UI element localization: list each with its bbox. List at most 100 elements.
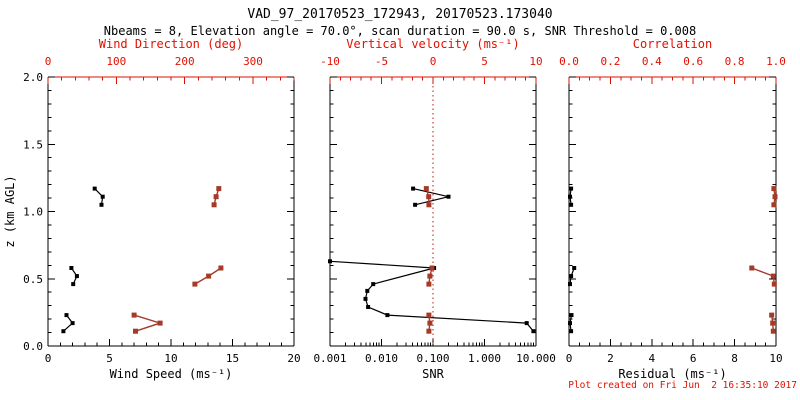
wind-x-tick-label: 15 xyxy=(226,352,239,365)
panel-wind: 0 5 10 15 20 Wind Speed (ms⁻¹) 0 100 200 300 Wind … xyxy=(23,37,301,381)
residual-top-tick-label: 0.2 xyxy=(600,55,620,68)
residual-marker xyxy=(569,313,574,318)
snr-profile-marker xyxy=(413,202,418,207)
correlation-series xyxy=(749,186,778,334)
snr-profile-marker xyxy=(446,194,451,199)
wind-direction-marker xyxy=(133,328,138,334)
wind-x-tick-label: 20 xyxy=(287,352,300,365)
residual-x-tick-label: 6 xyxy=(690,352,697,365)
snr-bottom-axis-title: SNR xyxy=(422,367,444,381)
residual-marker xyxy=(569,186,574,191)
vertical-velocity-marker xyxy=(426,202,432,208)
snr-x-tick-label: 0.001 xyxy=(313,352,346,365)
residual-series xyxy=(568,186,577,334)
wind-speed-marker xyxy=(74,274,79,279)
panel-snr: 0.001 0.010 0.100 1.000 10.000 SNR -10 -5 0 5 10 Ve… xyxy=(313,37,555,381)
z-tick-label: 1.0 xyxy=(23,206,43,219)
wind-direction-series xyxy=(131,186,224,334)
vertical-velocity-marker xyxy=(423,186,429,192)
wind-top-tick-label: 0 xyxy=(45,55,52,68)
plot-title: VAD_97_20170523_172943, 20170523.173040 xyxy=(247,7,553,22)
correlation-marker xyxy=(771,202,777,208)
vertical-velocity-series xyxy=(423,186,435,334)
snr-profile-marker xyxy=(385,313,390,318)
residual-x-tick-label: 10 xyxy=(769,352,782,365)
snr-x-tick-label: 10.000 xyxy=(516,352,556,365)
snr-profile-marker xyxy=(524,321,529,326)
snr-x-tick-label: 0.010 xyxy=(365,352,398,365)
wind-direction-marker xyxy=(157,320,163,326)
residual-top-tick-label: 0.4 xyxy=(642,55,662,68)
wind-speed-marker xyxy=(99,202,104,207)
wind-speed-marker xyxy=(70,321,75,326)
wind-speed-marker xyxy=(69,266,74,270)
residual-x-tick-label: 2 xyxy=(607,352,614,365)
residual-x-tick-label: 4 xyxy=(648,352,655,365)
wind-direction-marker xyxy=(213,194,219,200)
z-tick-label: 0.0 xyxy=(23,340,43,353)
residual-marker xyxy=(568,321,572,326)
snr-top-tick-label: -10 xyxy=(320,55,340,68)
snr-top-tick-label: 0 xyxy=(430,55,437,68)
snr-x-tick-label: 0.100 xyxy=(416,352,449,365)
wind-speed-marker xyxy=(61,329,66,334)
wind-x-tick-label: 10 xyxy=(164,352,177,365)
snr-profile-marker xyxy=(365,288,370,293)
wind-direction-marker xyxy=(216,186,222,192)
snr-x-tick-label: 1.000 xyxy=(468,352,501,365)
residual-top-tick-label: 0.0 xyxy=(559,55,579,68)
snr-profile-marker xyxy=(411,186,416,191)
wind-direction-marker xyxy=(211,202,217,208)
wind-top-tick-label: 200 xyxy=(175,55,195,68)
residual-bottom-axis-title: Residual (ms⁻¹) xyxy=(618,367,726,381)
residual-top-tick-label: 1.0 xyxy=(766,55,786,68)
snr-profile-marker xyxy=(328,259,332,264)
snr-profile-marker xyxy=(531,329,536,334)
correlation-marker xyxy=(770,273,776,279)
wind-direction-marker xyxy=(131,312,137,318)
correlation-marker xyxy=(770,320,776,326)
residual-marker xyxy=(569,202,574,207)
snr-profile-marker xyxy=(371,282,376,287)
z-tick-label: 0.5 xyxy=(23,273,43,286)
residual-marker xyxy=(568,194,572,199)
correlation-marker xyxy=(749,265,755,271)
wind-direction-marker xyxy=(206,273,212,279)
vertical-velocity-marker xyxy=(426,281,432,287)
residual-marker xyxy=(569,329,574,334)
correlation-marker xyxy=(770,328,776,334)
wind-top-tick-label: 300 xyxy=(243,55,263,68)
vertical-velocity-marker xyxy=(426,312,432,318)
correlation-marker xyxy=(771,186,777,192)
wind-direction-marker xyxy=(192,281,198,287)
wind-speed-marker xyxy=(71,282,76,287)
snr-profile-series xyxy=(328,186,536,334)
residual-marker xyxy=(569,274,574,279)
z-axis-title: z (km AGL) xyxy=(3,175,17,247)
z-tick-label: 2.0 xyxy=(23,71,43,84)
residual-x-tick-label: 8 xyxy=(731,352,738,365)
residual-top-tick-label: 0.6 xyxy=(683,55,703,68)
vertical-velocity-marker xyxy=(427,320,433,326)
wind-top-tick-label: 100 xyxy=(106,55,126,68)
snr-top-axis-title: Vertical velocity (ms⁻¹) xyxy=(346,37,519,51)
wind-speed-series xyxy=(61,186,105,334)
wind-x-tick-label: 5 xyxy=(106,352,113,365)
z-tick-label: 1.5 xyxy=(23,138,43,151)
vertical-velocity-marker xyxy=(429,265,435,271)
residual-top-axis-title: Correlation xyxy=(633,37,712,51)
plot-subtitle: Nbeams = 8, Elevation angle = 70.0°, sca… xyxy=(103,24,697,38)
snr-top-tick-label: -5 xyxy=(375,55,388,68)
residual-marker xyxy=(568,282,572,287)
snr-top-tick-label: 10 xyxy=(529,55,542,68)
snr-profile-marker xyxy=(366,305,371,309)
snr-profile-marker xyxy=(363,296,368,301)
residual-top-tick-label: 0.8 xyxy=(725,55,745,68)
wind-x-tick-label: 0 xyxy=(45,352,52,365)
wind-top-axis-title: Wind Direction (deg) xyxy=(99,37,244,51)
wind-speed-marker xyxy=(92,186,97,191)
correlation-marker xyxy=(772,194,778,200)
snr-top-tick-label: 5 xyxy=(481,55,488,68)
